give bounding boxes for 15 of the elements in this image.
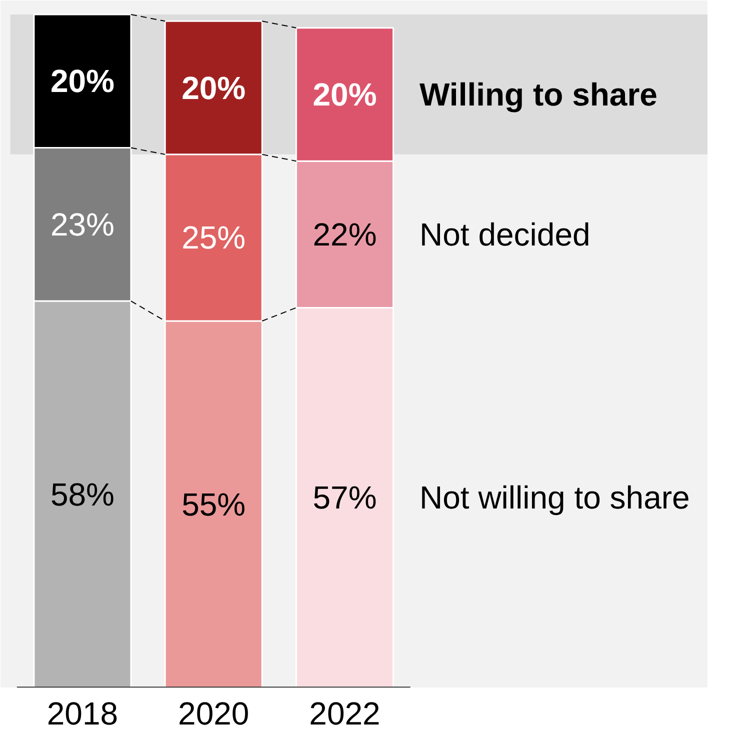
series-label: Not willing to share <box>420 480 690 516</box>
series-label: Willing to share <box>420 76 658 112</box>
data-label: 20% <box>182 70 246 106</box>
data-label: 58% <box>50 476 114 512</box>
data-label: 25% <box>182 220 246 256</box>
data-label: 20% <box>50 63 114 100</box>
data-label: 22% <box>312 216 377 252</box>
data-label: 55% <box>182 486 246 522</box>
data-label: 57% <box>312 480 377 516</box>
x-tick-label: 2020 <box>178 696 250 732</box>
x-tick-label: 2022 <box>309 696 380 732</box>
x-tick-label: 2018 <box>46 696 118 732</box>
data-label: 23% <box>50 206 114 242</box>
series-label: Not decided <box>420 216 590 252</box>
data-label: 20% <box>312 76 377 112</box>
